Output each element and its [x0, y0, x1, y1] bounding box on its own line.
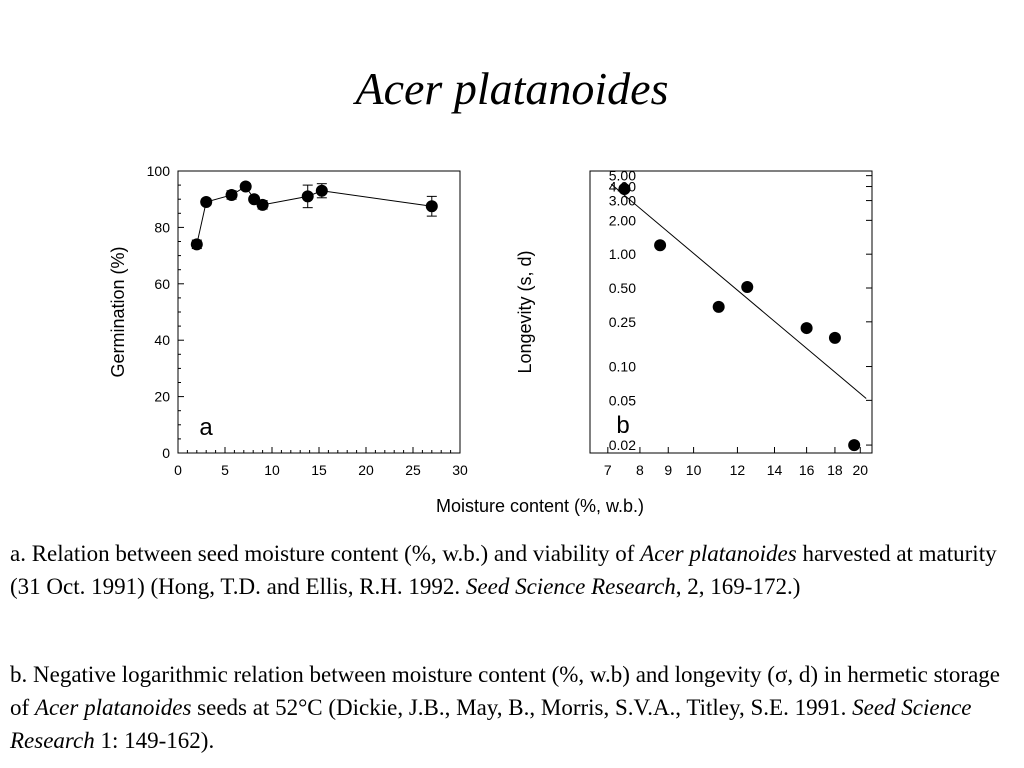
chart-a-xtick-label: 20 [358, 462, 374, 478]
chart-a-ytick-label: 0 [162, 445, 170, 461]
caption-a: a. Relation between seed moisture conten… [10, 537, 1015, 603]
chart-a-ytick-label: 20 [154, 389, 170, 405]
chart-b-ytick-label: 0.02 [609, 437, 636, 453]
chart-b-xtick-label: 10 [686, 462, 702, 478]
chart-a-ytick-label: 60 [154, 276, 170, 292]
chart-a-panel-label: a [199, 414, 213, 441]
chart-a-point [256, 198, 269, 211]
shared-xlabel: Moisture content (%, w.b.) [436, 496, 644, 516]
caption-b-text-3: 1: 149-162). [94, 728, 215, 753]
chart-a-frame [177, 170, 461, 454]
chart-a-xtick-label: 30 [452, 462, 468, 478]
caption-b-text-1: b. Negative logarithmic relation between… [10, 662, 1001, 720]
chart-b-panel-label: b [616, 412, 629, 439]
chart-b-xtick-label: 16 [799, 462, 815, 478]
caption-b-text-2: seeds at 52°C (Dickie, J.B., May, B., Mo… [191, 695, 853, 720]
chart-b-ytick-label: 5.00 [609, 168, 636, 184]
chart-a-point [248, 193, 261, 206]
caption-a-text-3: , 2, 169-172.) [675, 574, 801, 599]
chart-a-xtick-label: 5 [221, 462, 229, 478]
chart-a-point [190, 238, 203, 251]
caption-a-text-1: a. Relation between seed moisture conten… [10, 541, 641, 566]
chart-b-ytick-label: 2.00 [609, 212, 636, 228]
chart-b-point [848, 439, 861, 452]
chart-b-ytick-label: 1.00 [609, 246, 636, 262]
chart-b-frame [589, 170, 873, 454]
chart-b-ylabel: Longevity (s, d) [515, 250, 535, 373]
chart-b-ytick-label: 0.25 [609, 314, 636, 330]
chart-b-ytick-label: 3.00 [609, 193, 636, 209]
chart-b-point [618, 183, 631, 196]
chart-a-point [239, 180, 252, 193]
chart-a-point [301, 190, 314, 203]
chart-a: 0 5 10 15 20 25 30 0 20 40 60 80 100 Germination (%) a [108, 163, 468, 478]
slide-title: Acer platanoides [355, 63, 669, 114]
chart-b-xtick-label: 14 [767, 462, 783, 478]
chart-a-point [225, 188, 238, 201]
chart-b-xtick-label: 20 [852, 462, 868, 478]
chart-b-point [741, 281, 754, 294]
chart-a-ytick-label: 100 [147, 163, 171, 179]
caption-a-species: Acer platanoides [640, 541, 797, 566]
chart-a-point [315, 184, 328, 197]
chart-b-ytick-label: 0.05 [609, 392, 636, 408]
chart-a-xtick-label: 0 [174, 462, 182, 478]
chart-a-point [200, 196, 213, 209]
chart-a-ylabel: Germination (%) [108, 246, 128, 377]
chart-b-point [654, 239, 667, 252]
charts: 0 5 10 15 20 25 30 0 20 40 60 80 100 Germination (%) a… [108, 163, 873, 516]
caption-a-journal: Seed Science Research [465, 574, 676, 599]
chart-b-xtick-label: 7 [604, 462, 612, 478]
chart-b-ytick-label: 0.50 [609, 280, 636, 296]
chart-a-point [425, 200, 438, 213]
chart-b-point [712, 300, 725, 313]
chart-b-xtick-label: 18 [827, 462, 843, 478]
chart-b-xtick-label: 9 [664, 462, 672, 478]
chart-a-ytick-label: 40 [154, 332, 170, 348]
chart-b-regression-line [610, 183, 867, 399]
caption-b-species: Acer platanoides [34, 695, 192, 720]
chart-b-point [828, 331, 841, 344]
chart-b-xtick-label: 8 [636, 462, 644, 478]
chart-b-point [800, 322, 813, 335]
chart-a-xtick-label: 25 [405, 462, 421, 478]
chart-a-ytick-label: 80 [154, 219, 170, 235]
caption-a-text-2: harvested at maturity (31 Oct. 1991) (Ho… [10, 541, 997, 599]
caption-b: b. Negative logarithmic relation between… [10, 658, 1015, 757]
chart-a-xtick-label: 15 [311, 462, 327, 478]
chart-a-xtick-label: 10 [264, 462, 280, 478]
chart-b-xtick-label: 12 [730, 462, 746, 478]
chart-b: 7 8 9 10 12 14 16 18 20 0.02 0.05 0.10 0.25 0.50 1.00 2… [515, 168, 873, 478]
caption-b-journal: Seed Science Research [10, 695, 972, 753]
chart-b-ytick-label: 0.10 [609, 359, 636, 375]
